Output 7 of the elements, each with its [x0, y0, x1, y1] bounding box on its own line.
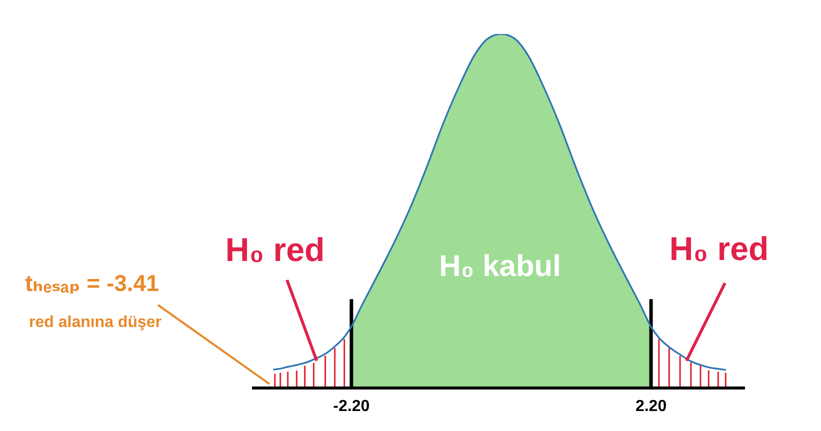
x-tick-label: -2.20	[333, 398, 370, 415]
text: tₕₑₛₐₚ = -3.41	[25, 270, 160, 296]
annotation: H₀ red	[225, 231, 325, 268]
text: red alanına düşer	[29, 314, 162, 331]
x-tick-label: 2.20	[635, 398, 667, 415]
annotation: H₀ kabul	[439, 250, 561, 283]
annotation: H₀ red	[669, 230, 769, 267]
